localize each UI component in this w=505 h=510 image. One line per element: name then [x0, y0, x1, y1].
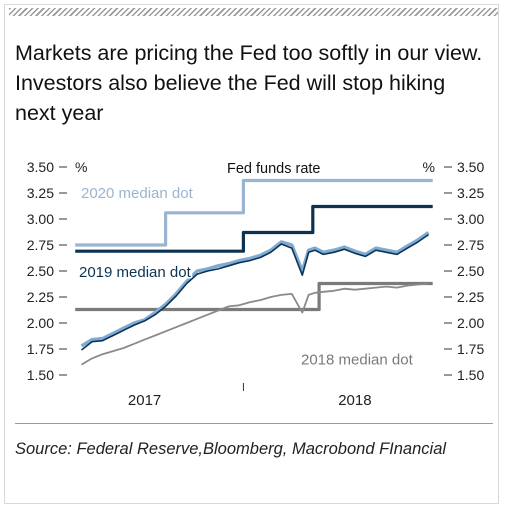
- y-tick-label-right: 3.50: [457, 159, 484, 175]
- y-tick-label-right: 2.00: [457, 315, 484, 331]
- annotation-2018-median-dot: 2018 median dot: [301, 351, 414, 368]
- y-tick-label-left: 3.00: [27, 211, 54, 227]
- y-axis-unit-right: %: [423, 159, 435, 175]
- y-tick-label-right: 1.75: [457, 341, 484, 357]
- label-layer: Fed funds rate 2020 median dot 2019 median…: [78, 161, 414, 368]
- y-axis-unit-left: %: [75, 159, 87, 175]
- chart-card: Markets are pricing the Fed too softly i…: [4, 4, 499, 504]
- annotation-2019-median-dot: 2019 median dot: [79, 264, 192, 281]
- series-2020-pricing: [80, 231, 430, 348]
- y-tick-label-left: 3.25: [27, 185, 54, 201]
- axes-layer: 3.50 3.50 3.25 3.25 3.00 3.00 2.75 2.75 2.50 2.50…: [27, 159, 485, 409]
- source-note: Source: Federal Reserve,Bloomberg, Macro…: [15, 440, 447, 458]
- y-tick-label-right: 3.25: [457, 185, 484, 201]
- series-fed-funds-rate: [75, 204, 433, 253]
- divider-line: [15, 423, 493, 424]
- series-2018-pricing: [81, 282, 429, 366]
- y-tick-label-right: 2.25: [457, 289, 484, 305]
- y-tick-label-left: 2.00: [27, 315, 54, 331]
- hatched-header-band: [9, 8, 498, 16]
- series-layer: [75, 178, 433, 366]
- chart-plot: 3.50 3.50 3.25 3.25 3.00 3.00 2.75 2.75 2.50 2.50…: [27, 159, 485, 409]
- y-tick-label-right: 2.75: [457, 237, 484, 253]
- y-tick-label-left: 2.75: [27, 237, 54, 253]
- series-2019-pricing: [81, 233, 429, 351]
- x-tick-label: 2018: [338, 392, 371, 409]
- y-tick-label-right: 3.00: [457, 211, 484, 227]
- series-2018-median-dot: [75, 281, 433, 312]
- y-tick-label-left: 3.50: [27, 159, 54, 175]
- chart-title: Markets are pricing the Fed too softly i…: [15, 41, 483, 125]
- y-tick-label-left: 1.75: [27, 341, 54, 357]
- y-tick-label-right: 2.50: [457, 263, 484, 279]
- x-tick-label: 2017: [128, 392, 161, 409]
- y-tick-label-left: 1.50: [27, 367, 54, 383]
- annotation-2020-median-dot: 2020 median dot: [81, 185, 194, 202]
- y-tick-label-left: 2.50: [27, 263, 54, 279]
- y-tick-label-right: 1.50: [457, 367, 484, 383]
- y-tick-label-left: 2.25: [27, 289, 54, 305]
- series-2020-median-dot: [75, 178, 433, 247]
- annotation-fed-funds-rate: Fed funds rate: [227, 161, 321, 177]
